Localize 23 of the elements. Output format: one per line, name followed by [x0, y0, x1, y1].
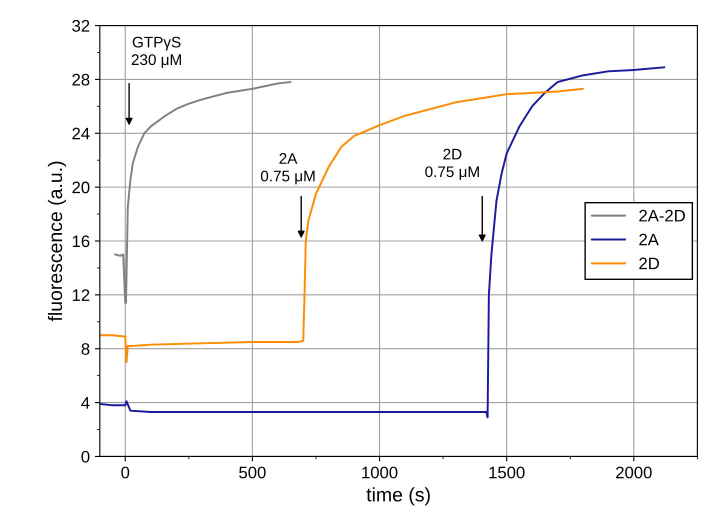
x-tick-label: 0	[121, 466, 130, 478]
y-tick-label: 32	[72, 20, 90, 32]
x-tick-label: 2000	[616, 466, 652, 478]
y-tick-label: 12	[72, 289, 90, 301]
legend-label: 2A-2D	[639, 210, 685, 222]
line-series	[100, 88, 584, 364]
y-tick-label: 8	[82, 343, 90, 355]
y-axis-title: fluorescence (a.u.)	[48, 162, 66, 322]
y-tick-label: 16	[72, 235, 90, 248]
x-tick-label: 500	[239, 466, 266, 478]
legend-label: 2D	[639, 258, 659, 270]
annotation: GTPγS 230 μM	[132, 36, 181, 68]
annotation: 2D 0.75 μM	[425, 148, 479, 180]
legend-label: 2A	[639, 234, 659, 246]
annotation: 2A 0.75 μM	[260, 153, 315, 184]
x-tick-label: 1500	[489, 466, 525, 478]
x-tick-label: 1000	[362, 466, 398, 478]
y-tick-label: 20	[72, 182, 90, 194]
y-tick-label: 28	[72, 74, 90, 86]
x-axis-title: time (s)	[366, 487, 430, 506]
y-tick-label: 0	[81, 450, 90, 463]
y-tick-label: 24	[72, 128, 90, 140]
y-tick-label: 4	[81, 397, 90, 409]
